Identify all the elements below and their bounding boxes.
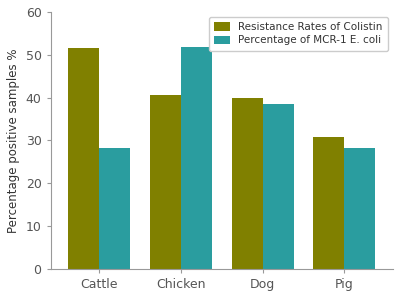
Bar [68, 48, 100, 269]
Bar [262, 104, 294, 269]
Y-axis label: Percentage positive samples %: Percentage positive samples % [7, 48, 20, 233]
Bar [313, 137, 344, 269]
Bar [344, 148, 375, 269]
Bar [100, 148, 130, 269]
Legend: Resistance Rates of Colistin, Percentage of MCR-1 E. coli: Resistance Rates of Colistin, Percentage… [209, 17, 388, 51]
Bar [181, 47, 212, 269]
Bar [232, 99, 262, 269]
Bar [150, 95, 181, 269]
